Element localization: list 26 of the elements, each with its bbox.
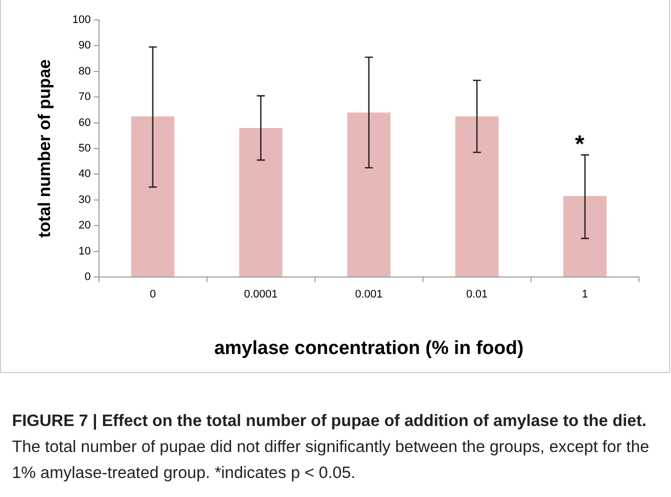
y-tick-label: 10	[78, 245, 91, 258]
text: The total number of pupae did not differ significantly between the groups, except for the 1% amylase-treated group. *indicates p < 0.05.	[12, 438, 650, 482]
bar	[239, 128, 282, 276]
annotation: *	[575, 131, 584, 159]
y-axis-title: total number of pupae	[34, 59, 54, 238]
y-tick-label: 0	[84, 271, 91, 284]
y-tick-label: 60	[78, 116, 91, 129]
x-tick-label: 0.01	[466, 288, 488, 301]
x-axis-title: amylase concentration (% in food)	[214, 338, 524, 359]
x-tick-label: 0.001	[355, 288, 383, 301]
y-tick-label: 80	[78, 65, 91, 78]
y-tick-label: 40	[78, 168, 91, 180]
x-tick-label: 0.0001	[244, 288, 278, 301]
x-tick-label: 1	[582, 288, 588, 301]
y-tick-label: 100	[72, 14, 91, 26]
bar	[563, 196, 607, 276]
x-tick-label: 0	[150, 288, 156, 301]
y-tick-label: 30	[78, 194, 91, 206]
y-tick-label: 50	[78, 142, 91, 155]
y-tick-label: 70	[78, 91, 91, 104]
y-tick-label: 90	[78, 40, 91, 52]
bar	[131, 116, 174, 276]
y-tick-label: 20	[78, 220, 91, 232]
bar	[347, 112, 390, 276]
text: FIGURE 7 | Effect on the total number of pupae of addition of amylase to the diet.	[12, 412, 646, 430]
bar	[455, 116, 499, 276]
